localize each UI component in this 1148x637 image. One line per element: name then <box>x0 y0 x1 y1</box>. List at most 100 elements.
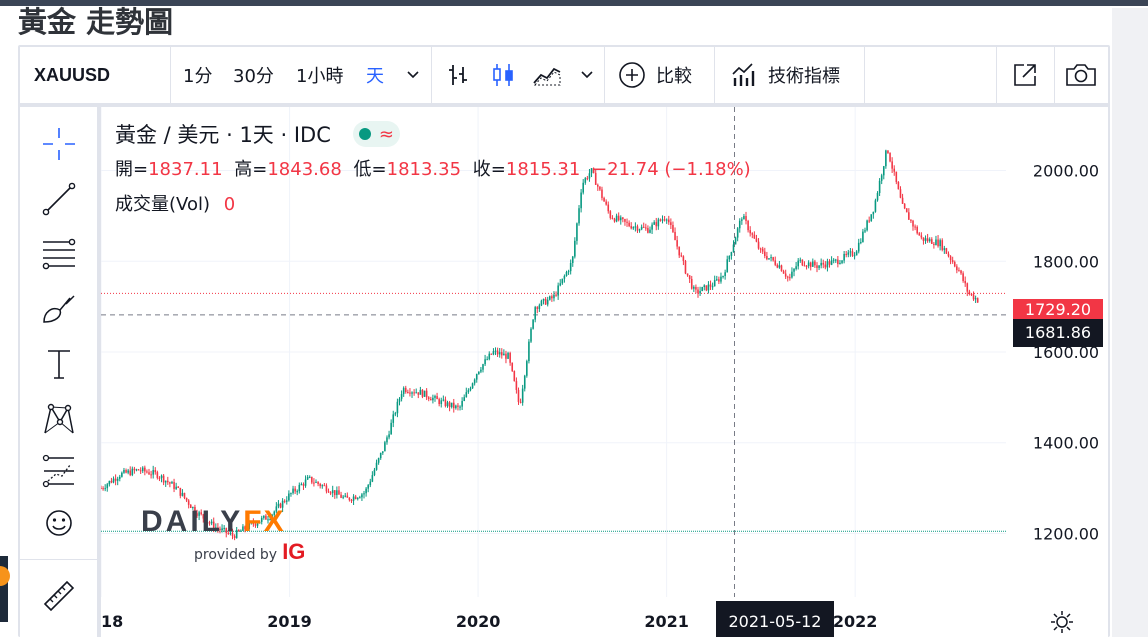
candle-body <box>166 480 169 483</box>
emoji-icon[interactable] <box>40 504 78 542</box>
candle-body <box>392 414 395 423</box>
candle-body <box>632 227 635 229</box>
candle-body <box>665 219 668 221</box>
indicators-button[interactable]: 技術指標 <box>730 47 840 103</box>
candle-body <box>839 262 841 265</box>
crosshair-icon[interactable] <box>40 125 78 163</box>
chat-launcher-icon[interactable] <box>0 566 10 586</box>
trend-line-icon[interactable] <box>40 180 78 218</box>
candle-body <box>363 493 365 495</box>
provided-by-ig: provided by IG <box>194 539 305 565</box>
compare-button[interactable]: 比較 <box>618 47 692 103</box>
symbol-search-button[interactable]: XAUUSD <box>34 64 111 85</box>
candle-body <box>473 379 476 384</box>
chart-style-chevron-down-icon[interactable] <box>580 47 594 103</box>
dailyfx-logo: DAILYFX <box>141 505 286 539</box>
candles-style-icon[interactable] <box>490 47 516 103</box>
candle-body <box>152 470 154 475</box>
candle-body <box>179 487 182 496</box>
candle-body <box>526 361 528 376</box>
candle-body <box>766 255 768 260</box>
candle-body <box>624 219 626 222</box>
candle-body <box>592 168 595 173</box>
price-chart-plot[interactable]: 1200.00 1400.00 1600.00 1800.00 2000.00 2018 2… <box>101 107 1108 637</box>
brush-icon[interactable] <box>40 290 78 328</box>
interval-30m-button[interactable]: 30分 <box>233 66 274 87</box>
bars-style-icon[interactable] <box>446 47 470 103</box>
candle-body <box>296 491 299 493</box>
candle-body <box>137 469 140 471</box>
candle-body <box>745 216 747 221</box>
candle-body <box>609 211 612 218</box>
candle-body <box>461 400 463 407</box>
top-bar <box>0 0 1148 6</box>
candle-body <box>223 527 225 529</box>
candle-body <box>110 480 113 483</box>
ruler-icon[interactable] <box>40 577 78 615</box>
candle-body <box>482 364 484 370</box>
candle-body <box>488 353 491 360</box>
candle-body <box>217 527 219 529</box>
text-tool-icon[interactable] <box>40 345 78 383</box>
fullscreen-open-icon[interactable] <box>1011 47 1039 103</box>
candle-body <box>302 484 305 486</box>
area-style-icon[interactable] <box>532 47 562 103</box>
candle-body <box>958 270 960 272</box>
interval-1m-button[interactable]: 1分 <box>183 66 213 87</box>
scrollbar-track[interactable] <box>1112 8 1148 637</box>
candle-body <box>780 265 783 272</box>
candle-body <box>672 224 674 232</box>
candle-body <box>799 259 802 261</box>
candle-body <box>964 280 966 284</box>
candle-body <box>548 296 551 300</box>
candle-body <box>734 237 737 245</box>
candle-body <box>154 470 157 473</box>
candle-body <box>768 258 770 260</box>
candle-body <box>400 394 403 399</box>
y-tick-label: 2000.00 <box>1033 162 1099 181</box>
interval-1d-button[interactable]: 天 <box>366 66 384 87</box>
candle-body <box>434 396 436 398</box>
fib-retracement-icon[interactable] <box>40 235 78 273</box>
candle-body <box>943 248 946 250</box>
candle-body <box>976 298 979 303</box>
candle-body <box>430 399 432 401</box>
settings-gear-icon[interactable] <box>1049 609 1075 635</box>
candle-body <box>928 239 931 242</box>
candle-body <box>567 271 570 273</box>
candle-body <box>920 235 923 238</box>
candle-body <box>939 240 941 247</box>
candle-body <box>271 514 273 520</box>
candle-body <box>803 265 806 267</box>
candle-body <box>102 488 104 490</box>
high-value: 1843.68 <box>267 159 342 180</box>
candle-body <box>177 486 180 488</box>
candle-body <box>505 353 507 359</box>
candle-body <box>308 476 311 478</box>
candle-body <box>703 285 706 287</box>
pattern-tool-icon[interactable] <box>40 400 78 438</box>
candle-body <box>901 197 904 204</box>
candle-body <box>686 273 689 276</box>
side-panel-edge <box>0 556 8 622</box>
candle-body <box>507 352 509 359</box>
candle-body <box>183 492 186 498</box>
candle-body <box>559 283 562 286</box>
price-chart[interactable]: 1200.00 1400.00 1600.00 1800.00 2000.00 2018 2… <box>101 107 1108 637</box>
candle-body <box>868 220 870 222</box>
candle-body <box>603 197 605 202</box>
interval-1h-button[interactable]: 1小時 <box>296 66 344 87</box>
candle-body <box>432 397 434 401</box>
candle-body <box>519 401 522 403</box>
candle-body <box>196 513 198 516</box>
candle-body <box>622 217 624 220</box>
candle-body <box>194 506 196 514</box>
candle-body <box>793 268 795 272</box>
interval-dropdown-chevron-down-icon[interactable] <box>406 47 420 103</box>
toolbar-divider <box>170 47 171 103</box>
prediction-tool-icon[interactable] <box>40 452 78 490</box>
candle-body <box>818 265 820 268</box>
camera-icon[interactable] <box>1064 47 1098 103</box>
candle-body <box>807 262 810 267</box>
market-status-badge: ≈ <box>352 121 400 147</box>
